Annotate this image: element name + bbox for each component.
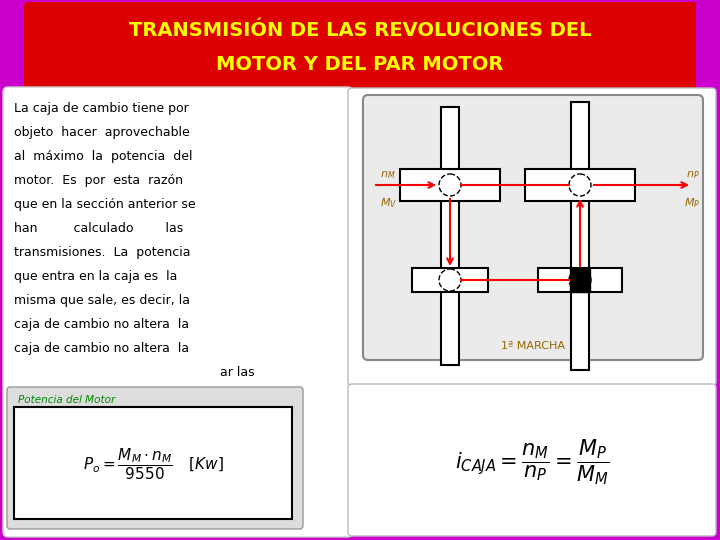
- Text: $P_o = \dfrac{M_M \cdot n_M}{9550}$   $[Kw]$: $P_o = \dfrac{M_M \cdot n_M}{9550}$ $[Kw…: [83, 446, 223, 482]
- Text: Potencia del Motor: Potencia del Motor: [18, 395, 115, 405]
- Bar: [571, 102, 589, 370]
- Bar: [441, 107, 459, 365]
- Text: TRANSMISIÓN DE LAS REVOLUCIONES DEL: TRANSMISIÓN DE LAS REVOLUCIONES DEL: [129, 21, 591, 39]
- Text: transmisiones.  La  potencia: transmisiones. La potencia: [14, 246, 191, 259]
- Text: han         calculado        las: han calculado las: [14, 222, 184, 235]
- Text: $M_P$: $M_P$: [684, 196, 700, 210]
- Text: $M_V$: $M_V$: [380, 196, 397, 210]
- Text: misma que sale, es decir, la: misma que sale, es decir, la: [14, 294, 190, 307]
- FancyBboxPatch shape: [24, 2, 696, 92]
- Bar: [14, 407, 292, 519]
- Text: ar las: ar las: [220, 366, 255, 379]
- FancyBboxPatch shape: [348, 88, 716, 386]
- Bar: [525, 169, 635, 201]
- Text: motor.  Es  por  esta  razón: motor. Es por esta razón: [14, 174, 183, 187]
- Bar: [400, 169, 500, 201]
- Text: que en la sección anterior se: que en la sección anterior se: [14, 198, 196, 211]
- Bar: [570, 268, 590, 292]
- Text: MOTOR Y DEL PAR MOTOR: MOTOR Y DEL PAR MOTOR: [216, 55, 504, 73]
- Text: caja de cambio no altera  la: caja de cambio no altera la: [14, 342, 189, 355]
- FancyBboxPatch shape: [7, 387, 303, 529]
- FancyBboxPatch shape: [363, 95, 703, 360]
- Text: al  máximo  la  potencia  del: al máximo la potencia del: [14, 150, 192, 163]
- Bar: [538, 268, 622, 292]
- Text: $i_{CAJA} = \dfrac{n_M}{n_P} = \dfrac{M_P}{M_M}$: $i_{CAJA} = \dfrac{n_M}{n_P} = \dfrac{M_…: [455, 437, 609, 487]
- Text: $n_M$: $n_M$: [380, 169, 395, 181]
- Bar: [412, 268, 488, 292]
- Text: 1ª MARCHA: 1ª MARCHA: [501, 341, 565, 351]
- Text: La caja de cambio tiene por: La caja de cambio tiene por: [14, 102, 189, 115]
- Text: $n_P$: $n_P$: [686, 169, 700, 181]
- FancyBboxPatch shape: [3, 87, 353, 537]
- Text: objeto  hacer  aprovechable: objeto hacer aprovechable: [14, 126, 190, 139]
- Text: caja de cambio no altera  la: caja de cambio no altera la: [14, 318, 189, 331]
- FancyBboxPatch shape: [348, 384, 716, 536]
- Text: que entra en la caja es  la: que entra en la caja es la: [14, 270, 177, 283]
